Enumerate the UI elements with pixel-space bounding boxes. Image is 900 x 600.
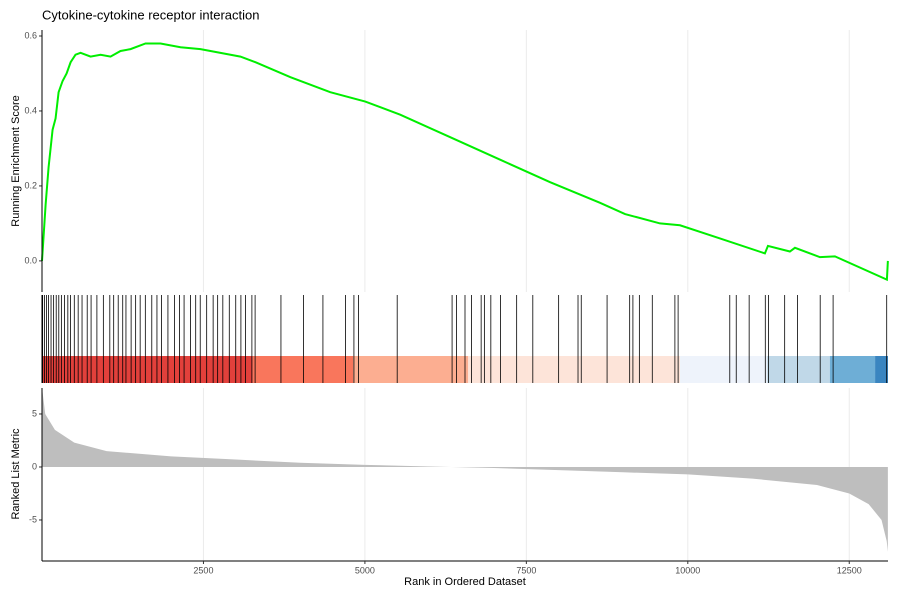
y-tick-label: 0	[32, 461, 37, 471]
y-axis-label: Ranked List Metric	[10, 428, 22, 520]
x-tick-label: 2500	[193, 565, 213, 575]
x-axis-label: Rank in Ordered Dataset	[404, 576, 526, 588]
y-tick-label: 0.6	[24, 30, 37, 40]
rank-band	[767, 356, 830, 383]
x-tick-label: 7500	[516, 565, 536, 575]
rank-band	[252, 356, 354, 383]
y-tick-label: 0.4	[24, 105, 37, 115]
es-line	[41, 42, 889, 282]
x-tick-label: 5000	[355, 565, 375, 575]
metric-area	[42, 387, 888, 552]
y-tick-label: 0.2	[24, 180, 37, 190]
rank-band	[468, 356, 681, 383]
y-tick-label: 0.0	[24, 255, 37, 265]
x-tick-label: 10000	[675, 565, 700, 575]
y-axis-label: Running Enrichment Score	[10, 95, 22, 226]
rank-band	[680, 356, 768, 383]
chart-title: Cytokine-cytokine receptor interaction	[42, 7, 260, 22]
y-tick-label: 5	[32, 408, 37, 418]
rank-band	[829, 356, 876, 383]
rank-band	[353, 356, 469, 383]
x-tick-label: 12500	[837, 565, 862, 575]
rank-band	[875, 356, 888, 383]
y-tick-label: -5	[29, 514, 37, 524]
rank-band	[42, 356, 253, 383]
